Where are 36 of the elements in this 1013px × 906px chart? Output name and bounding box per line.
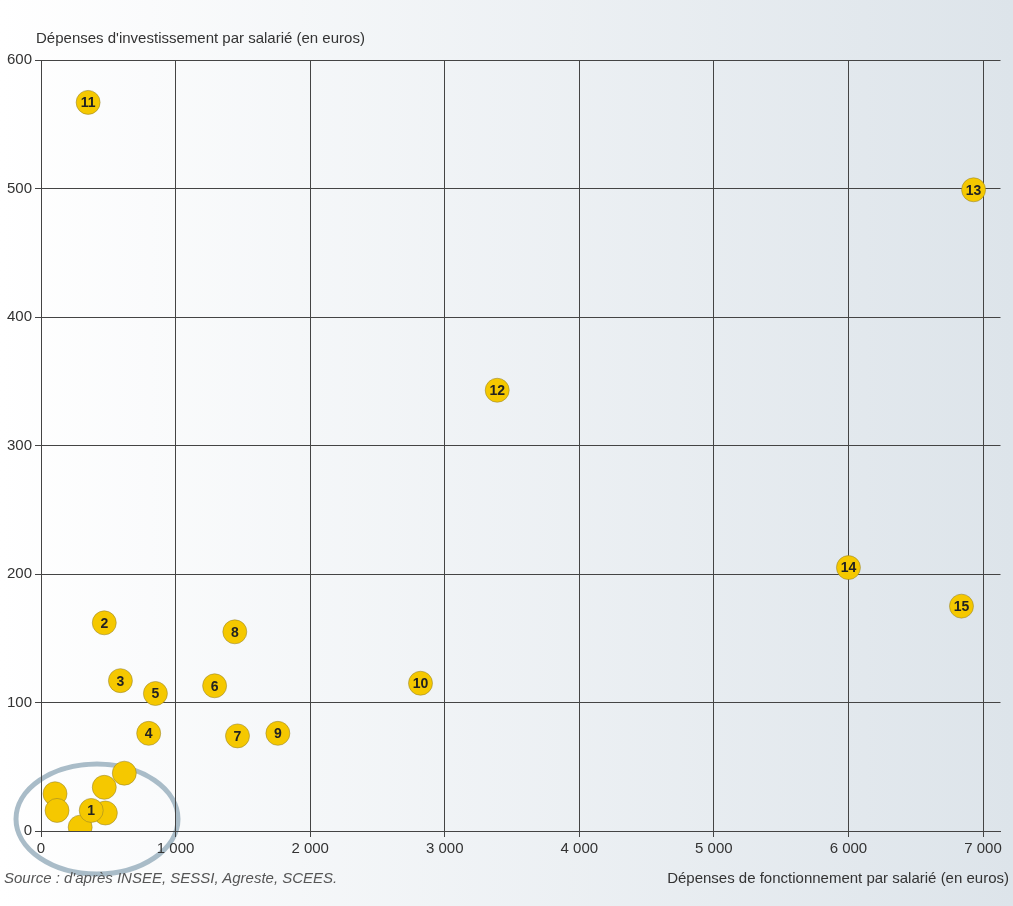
y-tick-label: 0 [23,821,33,839]
annotation: 15 [953,597,970,614]
x-tick-label: 3 000 [425,839,464,857]
y-axis-title: Dépenses d'investissement par salarié (en euros) [36,28,365,46]
point [112,760,137,786]
annotation: 4 [144,725,153,742]
annotation: 1 [87,802,96,819]
point [92,775,117,800]
annotation: 10 [412,675,429,692]
annotation: 5 [151,685,160,702]
x-tick-label: 5 000 [695,839,733,857]
x-tick-label: 0 [36,839,46,857]
y-tick-label: 100 [7,692,33,710]
point [44,798,70,823]
annotation: 2 [100,614,109,631]
annotation: 11 [80,94,96,111]
x-tick-label: 2 000 [291,839,329,857]
annotation: 14 [840,559,857,576]
x-tick-label: 6 000 [829,839,868,857]
annotation: 3 [116,672,125,689]
y-tick-label: 300 [7,435,33,453]
x-axis-title: Dépenses de fonctionnement par salarié (en euros) [667,868,1009,886]
annotation: 12 [489,382,506,399]
annotation: 8 [230,623,239,640]
annotation: 13 [965,181,982,198]
y-tick-label: 400 [7,307,33,325]
annotation: 6 [210,677,219,694]
annotation: 9 [273,725,282,742]
x-tick-label: 7 000 [964,839,1002,857]
y-tick-label: 500 [7,178,33,196]
x-tick-label: 4 000 [560,839,599,857]
x-tick-label: 1 000 [156,839,195,857]
y-tick-label: 200 [7,564,33,582]
source-note: Source : d'après INSEE, SESSI, Agreste, SCEES. [4,868,338,886]
y-tick-label: 600 [7,50,33,68]
annotation: 7 [233,727,242,744]
